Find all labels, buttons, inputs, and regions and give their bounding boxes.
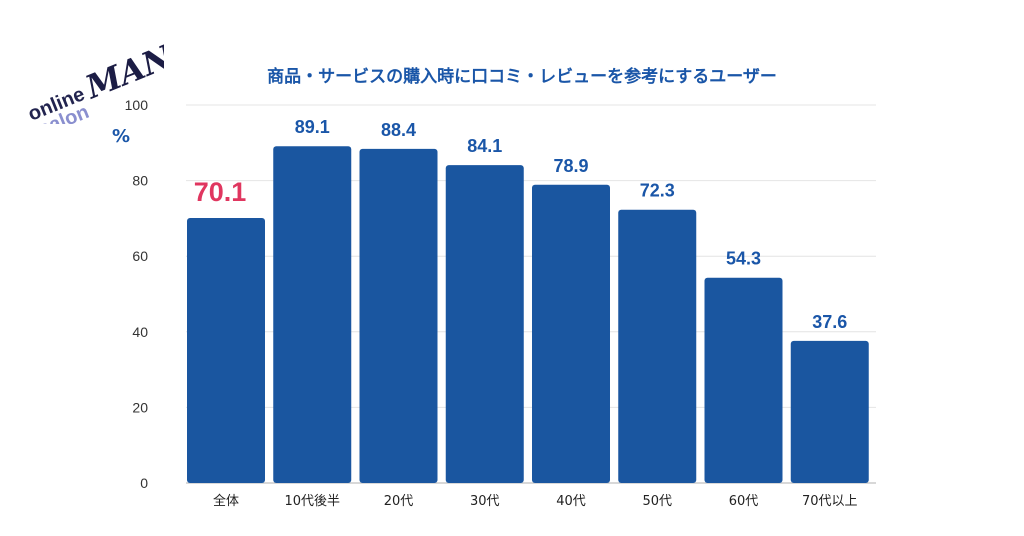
bar <box>532 184 610 483</box>
data-label: 37.6 <box>812 312 847 332</box>
y-axis-unit: % <box>112 126 131 147</box>
y-tick-label: 60 <box>132 248 148 264</box>
bar <box>359 148 438 483</box>
data-label: 72.3 <box>640 181 675 201</box>
data-label: 78.9 <box>553 156 588 176</box>
online-salon-mania-logo: online salon MANIA <box>25 23 164 124</box>
bar <box>273 146 352 483</box>
x-tick-label: 40代 <box>556 494 586 509</box>
x-tick-label: 10代後半 <box>284 494 340 509</box>
y-tick-label: 40 <box>132 324 148 340</box>
y-tick-label: 20 <box>132 399 148 415</box>
data-label: 88.4 <box>381 120 416 140</box>
y-tick-label: 100 <box>125 97 149 113</box>
x-tick-label: 70代以上 <box>802 494 858 509</box>
x-tick-label: 50代 <box>642 494 672 509</box>
bar <box>704 277 783 483</box>
bar <box>618 209 697 483</box>
x-tick-label: 60代 <box>729 494 759 509</box>
x-tick-label: 20代 <box>384 494 414 509</box>
x-tick-label: 30代 <box>470 494 500 509</box>
data-label: 89.1 <box>295 117 330 137</box>
bar <box>187 218 265 483</box>
x-tick-label: 全体 <box>213 493 239 509</box>
y-tick-label: 0 <box>140 475 148 491</box>
y-tick-label: 80 <box>132 173 148 189</box>
bar <box>790 340 869 483</box>
chart-title: 商品・サービスの購入時に口コミ・レビューを参考にするユーザー <box>267 67 777 87</box>
data-label: 70.1 <box>194 177 247 207</box>
data-label: 84.1 <box>467 136 502 156</box>
bar <box>445 165 524 484</box>
data-label: 54.3 <box>726 249 761 269</box>
